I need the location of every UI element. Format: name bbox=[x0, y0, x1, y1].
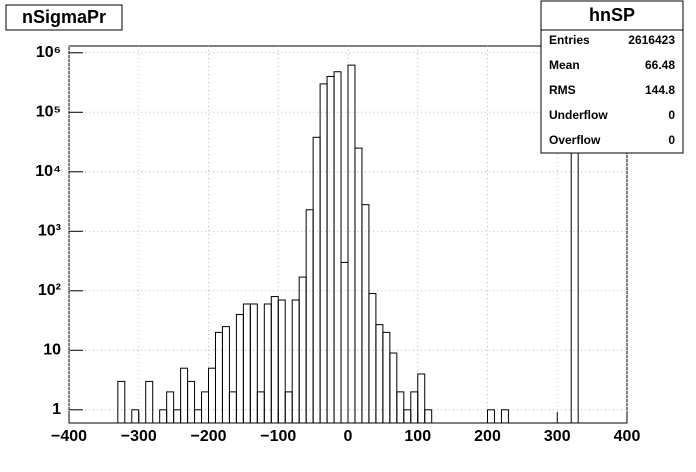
stats-value: 66.48 bbox=[645, 58, 675, 72]
bar bbox=[249, 303, 258, 423]
bar bbox=[166, 391, 175, 423]
y-tick-label: 10⁵ bbox=[36, 104, 61, 121]
bar bbox=[221, 326, 230, 423]
x-tick-label: −100 bbox=[260, 428, 296, 445]
y-tick-label: 10 bbox=[43, 342, 61, 359]
bar bbox=[333, 71, 342, 423]
x-tick-label: 200 bbox=[474, 428, 501, 445]
stats-label: Overflow bbox=[549, 133, 601, 147]
bar bbox=[487, 409, 495, 423]
x-tick-label: −300 bbox=[121, 428, 157, 445]
y-tick-label: 10⁶ bbox=[36, 44, 61, 61]
x-tick-label: 300 bbox=[544, 428, 571, 445]
stats-value: 0 bbox=[668, 108, 675, 122]
stats-label: Entries bbox=[549, 33, 590, 47]
histogram bbox=[117, 64, 579, 423]
stats-label: RMS bbox=[549, 83, 576, 97]
stats-value: 0 bbox=[668, 133, 675, 147]
bar bbox=[277, 299, 286, 423]
x-tick-label: −200 bbox=[190, 428, 226, 445]
bar bbox=[389, 352, 398, 423]
bar bbox=[117, 380, 126, 423]
stats-label: Underflow bbox=[549, 108, 608, 122]
stats-title: hnSP bbox=[589, 5, 635, 25]
x-tick-label: 0 bbox=[344, 428, 353, 445]
bar bbox=[145, 380, 154, 423]
bar bbox=[417, 373, 426, 423]
bar bbox=[396, 391, 405, 423]
y-tick-label: 10² bbox=[38, 282, 61, 299]
y-tick-label: 1 bbox=[52, 401, 61, 418]
bar bbox=[424, 409, 433, 423]
x-tick-label: −400 bbox=[51, 428, 87, 445]
stats-box bbox=[540, 0, 684, 154]
stats-value: 2616423 bbox=[628, 33, 675, 47]
title-box bbox=[5, 4, 123, 31]
bar bbox=[500, 409, 509, 423]
chart-title: nSigmaPr bbox=[22, 7, 106, 27]
bar bbox=[187, 380, 196, 423]
y-tick-label: 10⁴ bbox=[35, 163, 61, 180]
stats-label: Mean bbox=[549, 58, 580, 72]
stats-value: 144.8 bbox=[645, 83, 675, 97]
y-tick-label: 10³ bbox=[38, 223, 61, 240]
bar bbox=[131, 409, 140, 423]
x-tick-label: 100 bbox=[404, 428, 431, 445]
x-tick-label: 400 bbox=[614, 428, 641, 445]
